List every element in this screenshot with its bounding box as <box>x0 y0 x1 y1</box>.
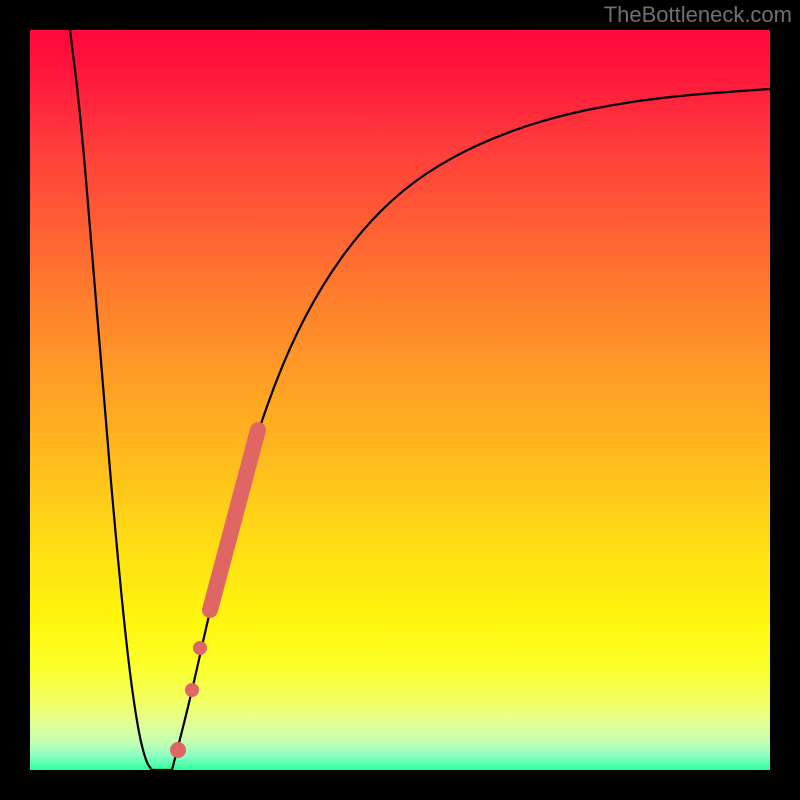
highlight-dot <box>170 742 186 758</box>
chart-container: TheBottleneck.com <box>0 0 800 800</box>
watermark-text: TheBottleneck.com <box>604 2 792 28</box>
highlight-dot <box>193 641 207 655</box>
gradient-plot-area <box>30 30 770 770</box>
highlight-dot <box>185 683 199 697</box>
bottleneck-chart-svg <box>0 0 800 800</box>
